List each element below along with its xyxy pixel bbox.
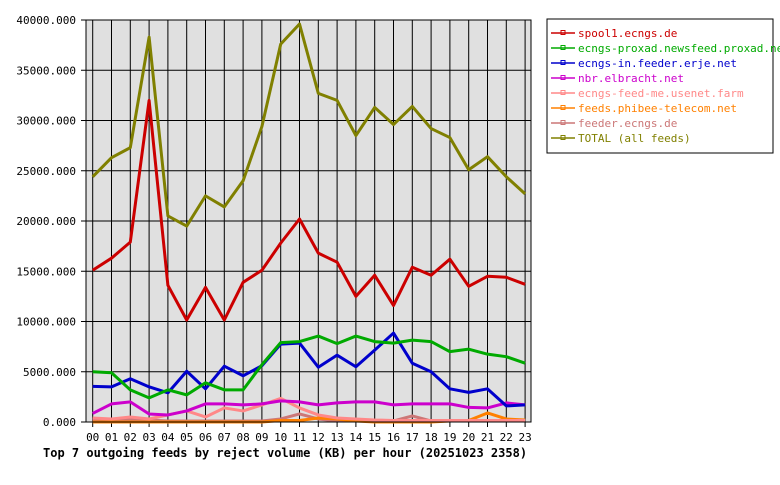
x-tick-label: 00 [86,431,99,444]
x-axis: 00 01 02 03 04 05 06 07 08 09 10 11 12 13 14 15 16 17 18 19… [86,431,532,444]
y-tick-label: 10000.000 [16,316,76,329]
legend-item: nbr.elbracht.net [551,72,684,85]
legend-marker [560,105,566,110]
x-tick-label: 21 [481,431,494,444]
legend-marker [560,90,566,95]
legend-item: feeds.phibee-telecom.net [551,102,737,115]
x-tick-label: 10 [274,431,287,444]
x-tick-label: 07 [218,431,231,444]
x-tick-label: 16 [387,431,400,444]
y-tick-label: 15000.000 [16,265,76,278]
x-tick-label: 18 [424,431,437,444]
legend-label: spool1.ecngs.de [578,27,677,40]
x-tick-label: 03 [142,431,155,444]
legend-item: feeder.ecngs.de [551,117,677,130]
x-tick-label: 23 [518,431,531,444]
series-line-7 [91,22,527,228]
legend-marker [560,45,566,50]
y-axis: 0.000 5000.000 10000.000 15000.000 20000.000… [16,14,76,429]
x-tick-label: 13 [330,431,343,444]
legend-marker [560,75,566,80]
legend-marker [560,60,566,65]
x-tick-label: 11 [293,431,306,444]
series-line-0 [91,98,526,322]
plot-border [85,19,532,423]
y-tick-label: 0.000 [43,416,76,429]
y-tick-label: 40000.000 [16,14,76,27]
y-tick-label: 25000.000 [16,165,76,178]
legend-label: feeds.phibee-telecom.net [578,102,737,115]
legend-label: TOTAL (all feeds) [578,132,691,145]
x-tick-label: 05 [180,431,193,444]
legend-item: spool1.ecngs.de [551,27,677,40]
x-tick-label: 01 [105,431,118,444]
series-line-3 [92,399,526,417]
chart-title: Top 7 outgoing feeds by reject volume (K… [43,446,527,460]
x-tick-label: 14 [349,431,363,444]
x-tick-label: 09 [255,431,268,444]
x-tick-label: 08 [236,431,249,444]
legend-item: ecngs-feed-me.usenet.farm [551,87,744,100]
x-tick-label: 04 [161,431,175,444]
legend-item: ecngs-in.feeder.erje.net [551,57,737,70]
y-tick-label: 5000.000 [23,366,76,379]
x-tick-label: 12 [312,431,325,444]
legend-label: ecngs-feed-me.usenet.farm [578,87,744,100]
legend-item: TOTAL (all feeds) [551,132,691,145]
legend-box [546,18,774,154]
legend-label: nbr.elbracht.net [578,72,684,85]
legend-label: ecngs-in.feeder.erje.net [578,57,737,70]
y-tick-label: 30000.000 [16,115,76,128]
series-line-1 [92,334,526,400]
x-tick-label: 02 [124,431,137,444]
y-tick-label: 20000.000 [16,215,76,228]
x-tick-label: 19 [443,431,456,444]
legend-label: ecngs-proxad.newsfeed.proxad.net [578,42,780,55]
x-tick-label: 06 [199,431,212,444]
y-tick-label: 35000.000 [16,64,76,77]
legend-marker [560,30,566,35]
legend: spool1.ecngs.de ecngs-proxad.newsfeed.pro… [546,18,780,154]
x-tick-label: 15 [368,431,381,444]
x-tick-label: 20 [462,431,475,444]
legend-item: ecngs-proxad.newsfeed.proxad.net [551,42,780,55]
series-lines [91,22,527,424]
legend-marker [560,135,566,140]
x-tick-label: 22 [500,431,513,444]
x-tick-label: 17 [406,431,419,444]
legend-marker [560,120,566,125]
legend-label: feeder.ecngs.de [578,117,677,130]
